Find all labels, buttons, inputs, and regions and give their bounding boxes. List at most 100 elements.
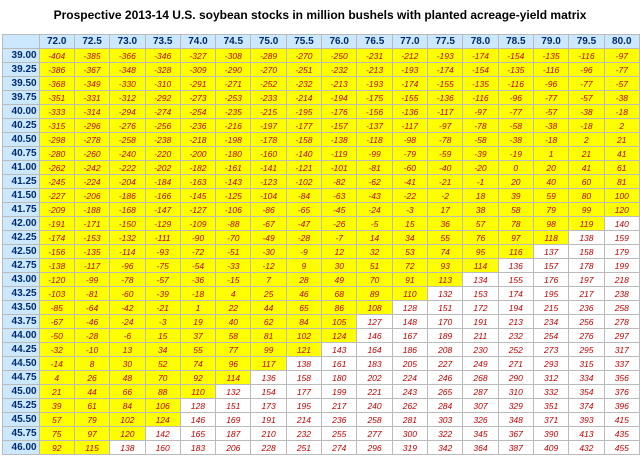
cell: -88 — [215, 216, 252, 231]
cell: 326 — [462, 412, 499, 427]
cell: -60 — [391, 160, 429, 175]
cell: 75 — [38, 426, 75, 441]
cell: 315 — [568, 356, 605, 371]
cell: 172 — [462, 300, 499, 315]
cell: -262 — [38, 160, 75, 175]
cell: -328 — [144, 62, 181, 77]
cell: 132 — [215, 384, 252, 399]
cell: 249 — [462, 356, 499, 371]
cell: -5 — [356, 216, 393, 231]
cell: 142 — [144, 426, 181, 441]
cell: 246 — [427, 370, 464, 385]
cell: -178 — [250, 132, 287, 147]
row-header: 46.00 — [2, 440, 40, 455]
column-header: 80.0 — [603, 34, 640, 49]
cell: 117 — [250, 356, 287, 371]
cell: -33 — [215, 258, 252, 273]
cell: 396 — [603, 398, 640, 413]
cell: 227 — [427, 356, 464, 371]
cell: 251 — [285, 440, 323, 455]
cell: -215 — [250, 104, 287, 119]
cell: -96 — [497, 90, 534, 105]
cell: -273 — [179, 90, 217, 105]
cell: -136 — [391, 104, 429, 119]
cell: 310 — [497, 384, 534, 399]
cell: -252 — [250, 76, 287, 91]
cell: 435 — [603, 426, 640, 441]
column-header: 77.0 — [391, 34, 429, 49]
cell: 255 — [321, 426, 358, 441]
cell: 161 — [321, 356, 358, 371]
cell: -22 — [391, 188, 429, 203]
cell: -21 — [144, 300, 181, 315]
cell: 32 — [356, 244, 393, 259]
cell: 57 — [462, 216, 499, 231]
cell: -97 — [462, 104, 499, 119]
cell: -224 — [73, 174, 111, 189]
cell: -51 — [215, 244, 252, 259]
cell: -309 — [179, 62, 217, 77]
cell: 148 — [391, 314, 429, 329]
column-header: 77.5 — [427, 34, 464, 49]
row-header: 45.25 — [2, 398, 40, 413]
cell: -96 — [109, 258, 146, 273]
cell: 88 — [144, 384, 181, 399]
cell: 100 — [603, 188, 640, 203]
cell: -78 — [109, 272, 146, 287]
cell: -256 — [144, 118, 181, 133]
cell: 217 — [321, 398, 358, 413]
cell: 102 — [109, 412, 146, 427]
cell: 367 — [497, 426, 534, 441]
cell: -119 — [321, 146, 358, 161]
cell: -19 — [497, 146, 534, 161]
row-header: 44.50 — [2, 356, 40, 371]
cell: 183 — [179, 440, 217, 455]
cell: 120 — [109, 426, 146, 441]
cell: 9 — [285, 258, 323, 273]
cell: 65 — [285, 300, 323, 315]
cell: 290 — [497, 370, 534, 385]
column-header: 74.0 — [179, 34, 217, 49]
column-header: 72.0 — [38, 34, 75, 49]
cell: -366 — [109, 48, 146, 63]
cell: -18 — [568, 118, 605, 133]
cell: 277 — [356, 426, 393, 441]
cell: -188 — [73, 202, 111, 217]
title: Prospective 2013-14 U.S. soybean stocks … — [53, 8, 587, 22]
cell: 258 — [356, 412, 393, 427]
row-header: 43.25 — [2, 286, 40, 301]
cell: -9 — [285, 244, 323, 259]
cell: 138 — [109, 440, 146, 455]
cell: 187 — [215, 426, 252, 441]
cell: 72 — [391, 258, 429, 273]
cell: -3 — [144, 314, 181, 329]
cell: 26 — [73, 370, 111, 385]
cell: 39 — [497, 188, 534, 203]
row-header: 41.25 — [2, 174, 40, 189]
cell: -118 — [356, 132, 393, 147]
row-header: 42.00 — [2, 216, 40, 231]
cell: -278 — [73, 132, 111, 147]
cell: 319 — [391, 440, 429, 455]
row-header: 40.50 — [2, 132, 40, 147]
cell: 238 — [603, 286, 640, 301]
cell: 68 — [321, 286, 358, 301]
cell: 221 — [356, 384, 393, 399]
cell: 295 — [568, 342, 605, 357]
cell: -14 — [38, 356, 75, 371]
cell: 37 — [179, 328, 217, 343]
row-header: 44.25 — [2, 342, 40, 357]
cell: 195 — [285, 398, 323, 413]
row-header: 39.75 — [2, 90, 40, 105]
cell: 57 — [38, 412, 75, 427]
cell: -216 — [215, 118, 252, 133]
table-row: 41.25 -245 -224 -204 -184 -163 -143 -123 -102 -82… — [2, 174, 640, 189]
cell: 92 — [179, 370, 217, 385]
cell: -254 — [179, 104, 217, 119]
cell: -49 — [250, 230, 287, 245]
cell: -218 — [179, 132, 217, 147]
table-row: 44.75 4 26 48 70 92 114 136 158 180 202 224 246 268 29… — [2, 370, 640, 385]
cell: -40 — [427, 160, 464, 175]
cell: -232 — [321, 62, 358, 77]
